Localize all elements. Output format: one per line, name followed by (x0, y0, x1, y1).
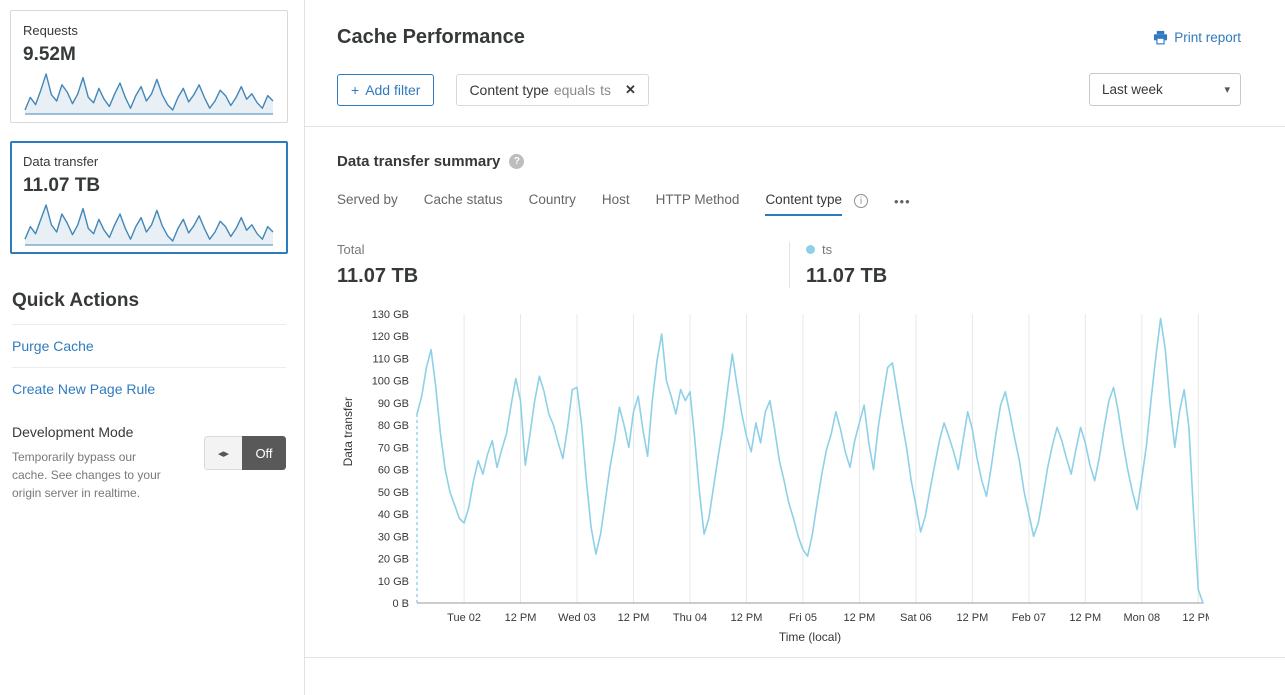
svg-text:20 GB: 20 GB (378, 554, 409, 566)
development-mode-text: Development Mode Temporarily bypass our … (12, 424, 174, 502)
requests-sparkline-chart (24, 73, 274, 115)
toggle-off-label: Off (242, 436, 286, 470)
main-content: Cache Performance Print report + Add fil… (305, 0, 1285, 695)
page-title: Cache Performance (337, 26, 525, 48)
y-axis-label: Data transfer (341, 397, 355, 467)
tab-country[interactable]: Country (528, 192, 576, 207)
development-mode-title: Development Mode (12, 424, 134, 440)
chart-area: Data transfer 0 B 10 GB 20 GB 30 GB 40 GB 50 … (337, 302, 1253, 647)
svg-text:Feb 07: Feb 07 (1012, 612, 1046, 624)
tab-cache-status[interactable]: Cache status (423, 192, 503, 207)
development-mode-section: Development Mode Temporarily bypass our … (12, 424, 286, 502)
data-transfer-card[interactable]: Data transfer 11.07 TB (10, 141, 288, 254)
svg-text:Thu 04: Thu 04 (673, 612, 707, 624)
sidebar: Requests 9.52M Data transfer 11.07 TB Qu… (0, 0, 305, 695)
filter-chip-value: ts (600, 81, 611, 98)
svg-text:120 GB: 120 GB (372, 331, 409, 343)
quick-actions-panel: Quick Actions Purge Cache Create New Pag… (12, 290, 286, 502)
printer-icon (1154, 30, 1168, 45)
stats-divider (789, 242, 790, 288)
date-range-value: Last week (1102, 82, 1163, 97)
data-transfer-summary-section: Data transfer summary ? Served by Cache … (305, 127, 1285, 647)
bottom-divider (305, 657, 1285, 658)
print-report-label: Print report (1174, 30, 1241, 45)
svg-text:12 PM: 12 PM (1182, 612, 1209, 624)
filter-row: + Add filter Content type equals ts ✕ La… (337, 73, 1241, 106)
total-label: Total (337, 242, 365, 257)
filter-chip[interactable]: Content type equals ts ✕ (456, 73, 649, 106)
svg-text:Mon 08: Mon 08 (1123, 612, 1160, 624)
create-page-rule-link[interactable]: Create New Page Rule (12, 367, 286, 410)
data-transfer-card-value: 11.07 TB (23, 175, 101, 196)
header-divider (305, 126, 1285, 127)
chevron-down-icon: ▾ (1224, 84, 1230, 96)
svg-text:Wed 03: Wed 03 (558, 612, 596, 624)
svg-text:100 GB: 100 GB (372, 376, 409, 388)
add-filter-label: Add filter (365, 81, 421, 98)
data-transfer-line-chart[interactable]: 0 B 10 GB 20 GB 30 GB 40 GB 50 GB 60 GB 70 GB 80… (351, 302, 1209, 647)
tab-host[interactable]: Host (601, 192, 630, 207)
purge-cache-link[interactable]: Purge Cache (12, 324, 286, 367)
svg-text:10 GB: 10 GB (378, 576, 409, 588)
series-name: ts (822, 242, 833, 257)
section-title: Data transfer summary (337, 153, 501, 170)
svg-text:60 GB: 60 GB (378, 465, 409, 477)
svg-text:12 PM: 12 PM (844, 612, 876, 624)
data-transfer-card-label: Data transfer (23, 154, 99, 169)
main-header: Cache Performance Print report (305, 0, 1285, 49)
svg-text:Sat 06: Sat 06 (900, 612, 932, 624)
print-report-link[interactable]: Print report (1153, 30, 1241, 45)
date-range-select[interactable]: Last week ▾ (1089, 73, 1241, 106)
dimension-tabs: Served by Cache status Country Host HTTP… (337, 192, 1253, 216)
svg-text:0 B: 0 B (392, 598, 409, 610)
svg-text:Time (local): Time (local) (779, 630, 841, 644)
chart-stats: Total 11.07 TB ts 11.07 TB (337, 242, 1253, 288)
dev-mode-toggle[interactable]: ◂▸ Off (204, 436, 286, 470)
requests-card-label: Requests (23, 23, 78, 38)
svg-text:12 PM: 12 PM (731, 612, 763, 624)
data-transfer-sparkline-chart (24, 204, 274, 246)
quick-actions-title: Quick Actions (12, 290, 140, 311)
info-icon[interactable]: i (854, 194, 868, 208)
more-options-button[interactable]: ••• (894, 193, 911, 209)
add-filter-button[interactable]: + Add filter (337, 73, 435, 106)
svg-text:40 GB: 40 GB (378, 509, 409, 521)
svg-text:Fri 05: Fri 05 (789, 612, 817, 624)
help-icon[interactable]: ? (509, 154, 525, 169)
remove-filter-icon[interactable]: ✕ (624, 81, 636, 97)
series-value: 11.07 TB (806, 265, 888, 287)
svg-text:70 GB: 70 GB (378, 442, 409, 454)
total-value: 11.07 TB (337, 265, 419, 287)
svg-text:12 PM: 12 PM (957, 612, 989, 624)
filter-chip-operator: equals (553, 81, 596, 98)
svg-text:12 PM: 12 PM (1069, 612, 1101, 624)
svg-text:Tue 02: Tue 02 (447, 612, 481, 624)
filter-chip-field: Content type (469, 81, 549, 98)
requests-card[interactable]: Requests 9.52M (10, 10, 288, 123)
plus-icon: + (351, 81, 360, 98)
svg-text:50 GB: 50 GB (378, 487, 409, 499)
svg-text:12 PM: 12 PM (505, 612, 537, 624)
svg-text:130 GB: 130 GB (372, 309, 409, 321)
svg-text:110 GB: 110 GB (373, 354, 410, 366)
series-stat[interactable]: ts 11.07 TB (806, 242, 887, 288)
tab-http-method[interactable]: HTTP Method (655, 192, 740, 207)
development-mode-description: Temporarily bypass our cache. See change… (12, 450, 161, 500)
total-stat: Total 11.07 TB (337, 242, 789, 288)
series-color-dot (806, 245, 815, 254)
tab-served-by[interactable]: Served by (337, 192, 398, 207)
toggle-arrows-icon: ◂▸ (204, 436, 242, 470)
tab-content-type[interactable]: Content type (765, 192, 842, 216)
svg-text:90 GB: 90 GB (378, 398, 409, 410)
svg-text:12 PM: 12 PM (618, 612, 650, 624)
svg-text:30 GB: 30 GB (378, 531, 409, 543)
requests-card-value: 9.52M (23, 44, 76, 65)
svg-text:80 GB: 80 GB (378, 420, 409, 432)
